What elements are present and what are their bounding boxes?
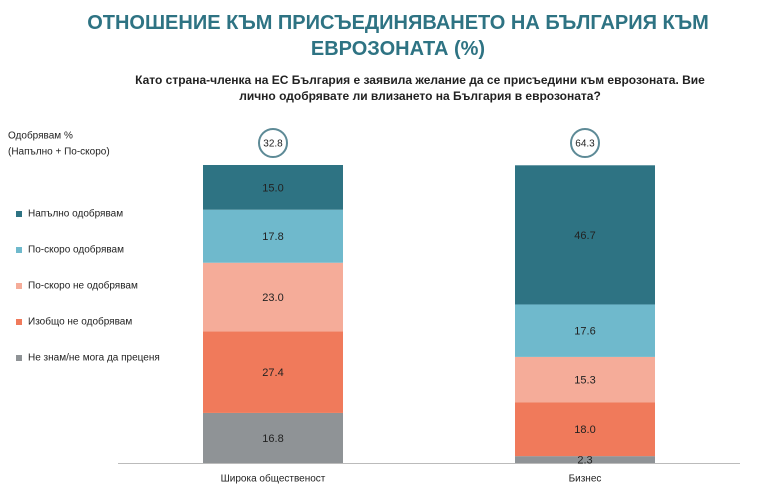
total-value: 64.3 (575, 139, 595, 150)
legend-swatch (16, 247, 22, 253)
value-label: 23.0 (262, 292, 283, 304)
chart-title: ОТНОШЕНИЕ КЪМ ПРИСЪЕДИНЯВАНЕТО НА БЪЛГАР… (87, 12, 709, 60)
totals-sublabel: (Напълно + По-скоро) (8, 147, 110, 158)
legend-label: Изобщо не одобрявам (28, 316, 132, 328)
bar-segment (515, 456, 655, 463)
legend-swatch (16, 319, 22, 325)
bar-segment (203, 331, 343, 413)
value-label: 18.0 (574, 424, 595, 436)
bar-segment (203, 262, 343, 332)
total-value: 32.8 (263, 139, 283, 150)
bar-segment (515, 356, 655, 403)
legend-label: По-скоро не одобрявам (28, 280, 138, 292)
value-label: 46.7 (574, 230, 595, 242)
legend-label: Напълно одобрявам (28, 208, 123, 220)
bar-segment (203, 165, 343, 210)
value-label: 15.0 (262, 182, 283, 194)
value-label: 17.6 (574, 326, 595, 338)
bar-segment (515, 402, 655, 457)
legend-swatch (16, 283, 22, 289)
value-label: 15.3 (574, 375, 595, 387)
bar-segment (203, 412, 343, 463)
legend-swatch (16, 355, 22, 361)
chart-subtitle: Като страна-членка на ЕС България е заяв… (135, 73, 705, 103)
value-label: 17.8 (262, 231, 283, 243)
value-label: 2.3 (577, 454, 592, 466)
legend-label: По-скоро одобрявам (28, 244, 124, 256)
total-circle (258, 128, 288, 158)
bar-segment (203, 209, 343, 263)
legend-swatch (16, 211, 22, 217)
bar-segment (515, 165, 655, 305)
legend-label: Не знам/не мога да преценя (28, 353, 160, 364)
total-circle (570, 128, 600, 158)
x-tick-label: Широка общественост (221, 473, 326, 485)
x-tick-label: Бизнес (569, 474, 602, 485)
value-label: 16.8 (262, 433, 283, 445)
bar-segment (515, 304, 655, 357)
totals-label: Одобрявам % (8, 130, 73, 142)
value-label: 27.4 (262, 367, 283, 379)
